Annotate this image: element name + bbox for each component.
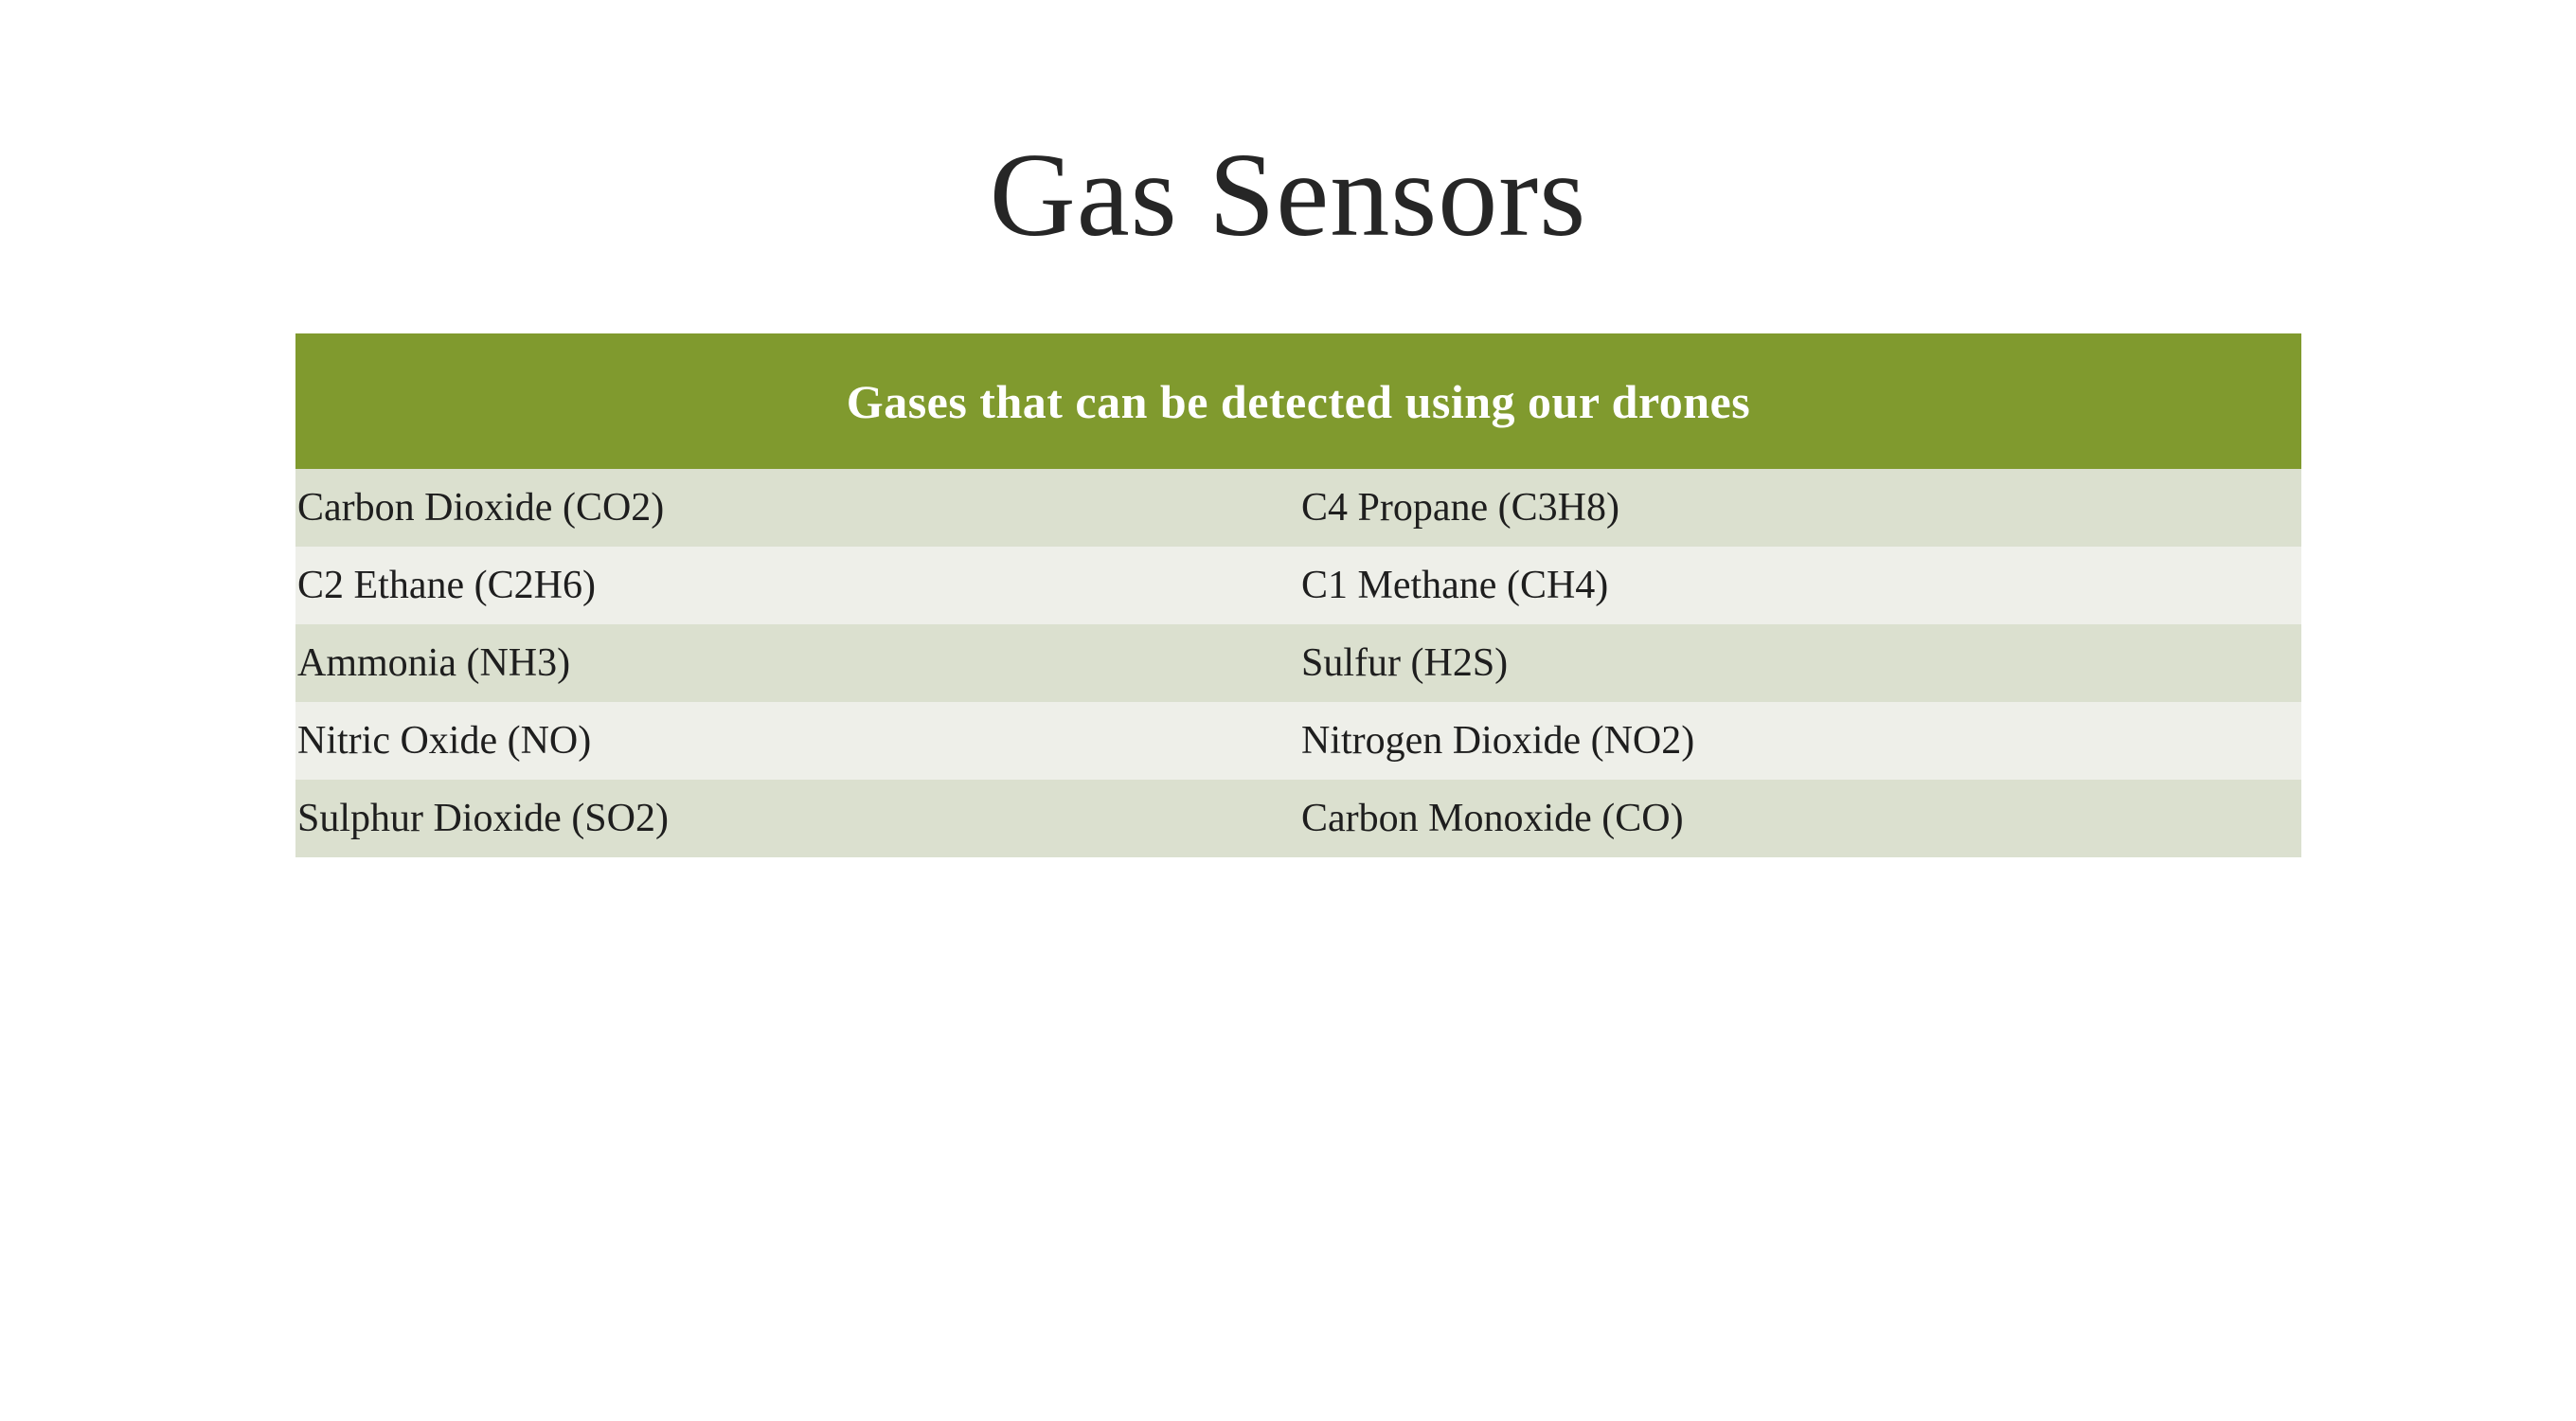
table-cell: Carbon Monoxide (CO) bbox=[1299, 780, 2302, 857]
table-header-row: Gases that can be detected using our dro… bbox=[295, 333, 2302, 469]
table-row: Sulphur Dioxide (SO2) Carbon Monoxide (C… bbox=[295, 780, 2302, 857]
table-row: Nitric Oxide (NO) Nitrogen Dioxide (NO2) bbox=[295, 702, 2302, 780]
table-cell: C2 Ethane (C2H6) bbox=[295, 547, 1299, 624]
table-cell: Sulphur Dioxide (SO2) bbox=[295, 780, 1299, 857]
table-row: Carbon Dioxide (CO2) C4 Propane (C3H8) bbox=[295, 469, 2302, 547]
table-cell: C4 Propane (C3H8) bbox=[1299, 469, 2302, 547]
table-cell: Ammonia (NH3) bbox=[295, 624, 1299, 702]
slide-title: Gas Sensors bbox=[989, 130, 1587, 261]
table-cell: Carbon Dioxide (CO2) bbox=[295, 469, 1299, 547]
table-cell: Sulfur (H2S) bbox=[1299, 624, 2302, 702]
table-row: Ammonia (NH3) Sulfur (H2S) bbox=[295, 624, 2302, 702]
table-cell: Nitrogen Dioxide (NO2) bbox=[1299, 702, 2302, 780]
table-header: Gases that can be detected using our dro… bbox=[295, 333, 2302, 469]
table-cell: Nitric Oxide (NO) bbox=[295, 702, 1299, 780]
table-row: C2 Ethane (C2H6) C1 Methane (CH4) bbox=[295, 547, 2302, 624]
table-cell: C1 Methane (CH4) bbox=[1299, 547, 2302, 624]
gases-table: Gases that can be detected using our dro… bbox=[295, 333, 2302, 857]
